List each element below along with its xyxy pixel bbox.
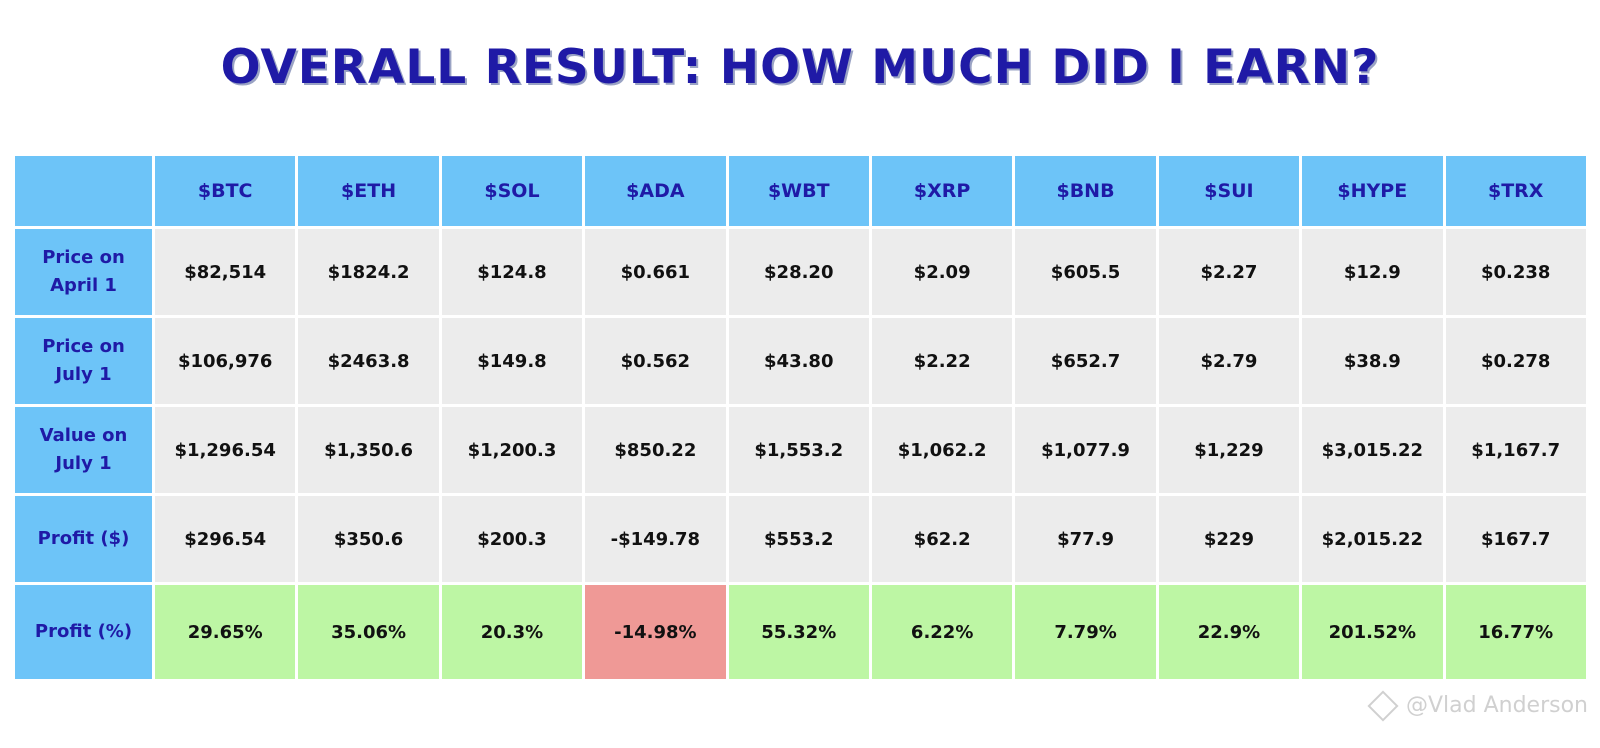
- coin-header: $BNB: [1012, 153, 1159, 229]
- table-cell: $2.79: [1155, 315, 1303, 407]
- table-cell: $0.238: [1442, 226, 1589, 318]
- row-label-line2: July 1: [55, 364, 112, 385]
- row-label-line1: Profit ($): [37, 528, 130, 549]
- corner-cell: [12, 153, 155, 229]
- table-cell: $149.8: [438, 315, 586, 407]
- profit-percent-row: Profit (%) 29.65% 35.06% 20.3% -14.98% 5…: [12, 582, 1589, 682]
- table-row: Profit ($) $296.54 $350.6 $200.3 -$149.7…: [12, 493, 1589, 585]
- profit-percent-cell: 16.77%: [1442, 582, 1589, 682]
- table-cell: $124.8: [438, 226, 586, 318]
- table-cell: $43.80: [725, 315, 872, 407]
- table-cell: $1,200.3: [438, 404, 586, 496]
- table-cell: $2463.8: [295, 315, 442, 407]
- binance-square-logo-icon: [1367, 689, 1399, 722]
- coin-header: $XRP: [868, 153, 1016, 229]
- table-row: Price on July 1 $106,976 $2463.8 $149.8 …: [12, 315, 1589, 407]
- row-header: Value on July 1: [12, 404, 155, 496]
- table-cell: $1,553.2: [725, 404, 872, 496]
- coin-header: $ETH: [295, 153, 442, 229]
- profit-percent-cell: 7.79%: [1012, 582, 1159, 682]
- coin-header: $SOL: [438, 153, 586, 229]
- coin-header: $BTC: [151, 153, 299, 229]
- table-cell: $1,350.6: [295, 404, 442, 496]
- table-cell: $553.2: [725, 493, 872, 585]
- row-header: Profit ($): [12, 493, 155, 585]
- coin-header: $HYPE: [1299, 153, 1446, 229]
- profit-percent-cell: 201.52%: [1299, 582, 1446, 682]
- table-cell: $200.3: [438, 493, 586, 585]
- profit-percent-cell: 20.3%: [438, 582, 586, 682]
- table-cell: $38.9: [1299, 315, 1446, 407]
- table-cell: $1,167.7: [1442, 404, 1589, 496]
- coin-header: $ADA: [582, 153, 729, 229]
- row-label-line1: Value on: [39, 425, 128, 446]
- table-cell: $0.661: [582, 226, 729, 318]
- table-cell: $167.7: [1442, 493, 1589, 585]
- profit-percent-cell: 55.32%: [725, 582, 872, 682]
- table-cell: $1,077.9: [1012, 404, 1159, 496]
- table-cell: $77.9: [1012, 493, 1159, 585]
- profit-percent-cell: 29.65%: [151, 582, 299, 682]
- watermark-text: @Vlad Anderson: [1405, 693, 1588, 718]
- table-cell: $62.2: [868, 493, 1016, 585]
- table-row: Price on April 1 $82,514 $1824.2 $124.8 …: [12, 226, 1589, 318]
- table-row: Value on July 1 $1,296.54 $1,350.6 $1,20…: [12, 404, 1589, 496]
- table-cell: $605.5: [1012, 226, 1159, 318]
- table-cell: $1,296.54: [151, 404, 299, 496]
- coin-header: $TRX: [1442, 153, 1589, 229]
- coin-header: $SUI: [1155, 153, 1303, 229]
- row-label-line1: Price on: [42, 336, 125, 357]
- table-cell: $2.22: [868, 315, 1016, 407]
- profit-percent-cell-negative: -14.98%: [582, 582, 729, 682]
- row-label-line2: July 1: [55, 453, 112, 474]
- row-header: Price on April 1: [12, 226, 155, 318]
- table-cell: -$149.78: [582, 493, 729, 585]
- table-cell: $0.278: [1442, 315, 1589, 407]
- profit-percent-cell: 22.9%: [1155, 582, 1303, 682]
- table-cell: $2.27: [1155, 226, 1303, 318]
- table-cell: $3,015.22: [1299, 404, 1446, 496]
- table-cell: $229: [1155, 493, 1303, 585]
- table-cell: $0.562: [582, 315, 729, 407]
- header-row: $BTC $ETH $SOL $ADA $WBT $XRP $BNB $SUI …: [12, 153, 1589, 229]
- earnings-table: $BTC $ETH $SOL $ADA $WBT $XRP $BNB $SUI …: [12, 153, 1589, 682]
- table-cell: $296.54: [151, 493, 299, 585]
- profit-percent-cell: 35.06%: [295, 582, 442, 682]
- coin-header: $WBT: [725, 153, 872, 229]
- table-cell: $1,062.2: [868, 404, 1016, 496]
- table-cell: $28.20: [725, 226, 872, 318]
- table-cell: $850.22: [582, 404, 729, 496]
- table-cell: $652.7: [1012, 315, 1159, 407]
- table-cell: $2.09: [868, 226, 1016, 318]
- row-header: Price on July 1: [12, 315, 155, 407]
- profit-percent-cell: 6.22%: [868, 582, 1016, 682]
- table-cell: $82,514: [151, 226, 299, 318]
- row-header: Profit (%): [12, 582, 155, 682]
- watermark: @Vlad Anderson: [1367, 689, 1588, 722]
- row-label-line1: Price on: [42, 247, 125, 268]
- table-cell: $350.6: [295, 493, 442, 585]
- table-cell: $1824.2: [295, 226, 442, 318]
- table-cell: $12.9: [1299, 226, 1446, 318]
- page-title: OVERALL RESULT: HOW MUCH DID I EARN?: [220, 40, 1380, 95]
- row-label-line2: April 1: [50, 275, 117, 296]
- table-cell: $1,229: [1155, 404, 1303, 496]
- table-cell: $2,015.22: [1299, 493, 1446, 585]
- table-cell: $106,976: [151, 315, 299, 407]
